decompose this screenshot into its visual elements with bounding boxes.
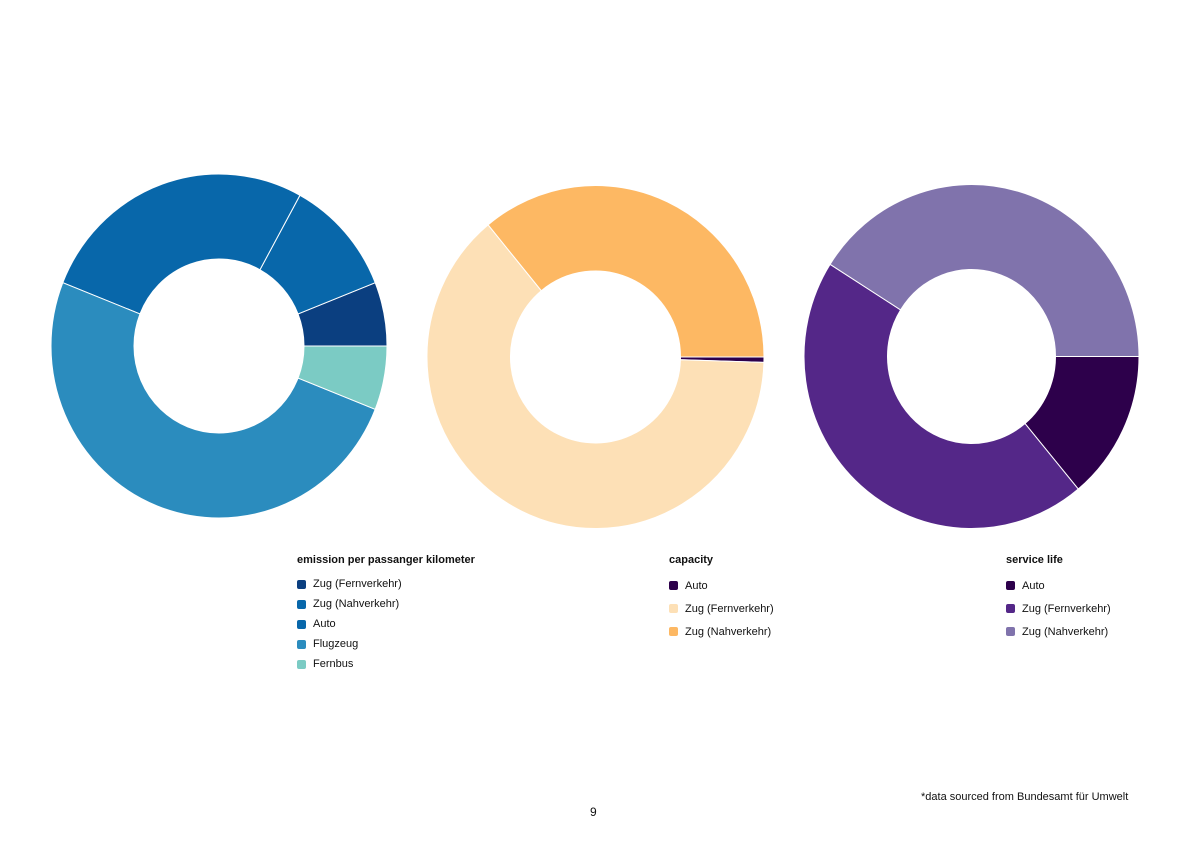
legend-swatch [1006, 581, 1015, 590]
legend-swatch [297, 579, 306, 589]
capacity-slice-zug-nahverkehr [487, 185, 765, 358]
legend-swatch [297, 619, 306, 629]
emission-legend-title: emission per passanger kilometer [297, 554, 475, 566]
legend-swatch [669, 627, 678, 636]
legend-swatch [1006, 604, 1015, 613]
capacity-legend-item-auto: Auto [669, 574, 774, 597]
service-life-slice-zug-fernverkehr [803, 263, 1079, 530]
emission-legend-item-zug-fernverkehr: Zug (Fernverkehr) [297, 574, 475, 594]
emission-slice-auto [62, 173, 301, 315]
legend-label: Flugzeug [313, 638, 359, 650]
legend-label: Auto [313, 618, 336, 630]
legend-swatch [297, 599, 306, 609]
legend-label: Auto [685, 579, 708, 592]
capacity-donut-chart [426, 185, 765, 529]
capacity-legend: capacity Auto Zug (Fernverkehr) Zug (Nahve… [669, 554, 774, 643]
source-note: *data sourced from Bundesamt für Umwelt [921, 791, 1129, 803]
service-life-donut-chart [803, 184, 1140, 530]
emission-slice-flugzeug [50, 282, 376, 519]
legend-label: Zug (Fernverkehr) [313, 578, 402, 590]
emission-legend-item-flugzeug: Flugzeug [297, 634, 475, 654]
legend-label: Zug (Nahverkehr) [1022, 625, 1109, 638]
capacity-legend-item-zug-fernverkehr: Zug (Fernverkehr) [669, 597, 774, 620]
emission-slice-fernbus [297, 345, 388, 410]
legend-swatch [1006, 627, 1015, 636]
legend-label: Zug (Fernverkehr) [1022, 602, 1111, 615]
legend-label: Zug (Nahverkehr) [313, 598, 400, 610]
emission-legend: emission per passanger kilometer Zug (Fe… [297, 554, 475, 674]
service-life-legend-item-zug-fernverkehr: Zug (Fernverkehr) [1006, 597, 1111, 620]
service-life-legend-item-auto: Auto [1006, 574, 1111, 597]
emission-legend-item-zug-nahverkehr: Zug (Nahverkehr) [297, 594, 475, 614]
emission-legend-item-auto: Auto [297, 614, 475, 634]
page-number: 9 [590, 805, 597, 819]
service-life-slice-zug-nahverkehr [829, 184, 1140, 357]
service-life-legend: service life Auto Zug (Fernverkehr) Zug (N… [1006, 554, 1111, 643]
emission-legend-items: Zug (Fernverkehr) Zug (Nahverkehr) Auto Flu… [297, 574, 475, 674]
emission-legend-item-fernbus: Fernbus [297, 654, 475, 674]
legend-label: Zug (Fernverkehr) [685, 602, 774, 615]
legend-label: Fernbus [313, 658, 354, 670]
capacity-legend-title: capacity [669, 554, 714, 566]
capacity-legend-item-zug-nahverkehr: Zug (Nahverkehr) [669, 620, 774, 643]
service-life-legend-item-zug-nahverkehr: Zug (Nahverkehr) [1006, 620, 1111, 643]
legend-swatch [297, 639, 306, 649]
capacity-slice-zug-fernverkehr [426, 224, 765, 529]
legend-swatch [297, 659, 306, 669]
legend-label: Auto [1022, 579, 1045, 592]
legend-swatch [669, 604, 678, 613]
legend-swatch [669, 581, 678, 590]
service-life-legend-items: Auto Zug (Fernverkehr) Zug (Nahverkehr) [1006, 574, 1111, 643]
capacity-legend-items: Auto Zug (Fernverkehr) Zug (Nahverkehr) [669, 574, 774, 643]
emission-donut-chart [50, 173, 388, 519]
service-life-legend-title: service life [1006, 554, 1063, 566]
legend-label: Zug (Nahverkehr) [685, 625, 772, 638]
